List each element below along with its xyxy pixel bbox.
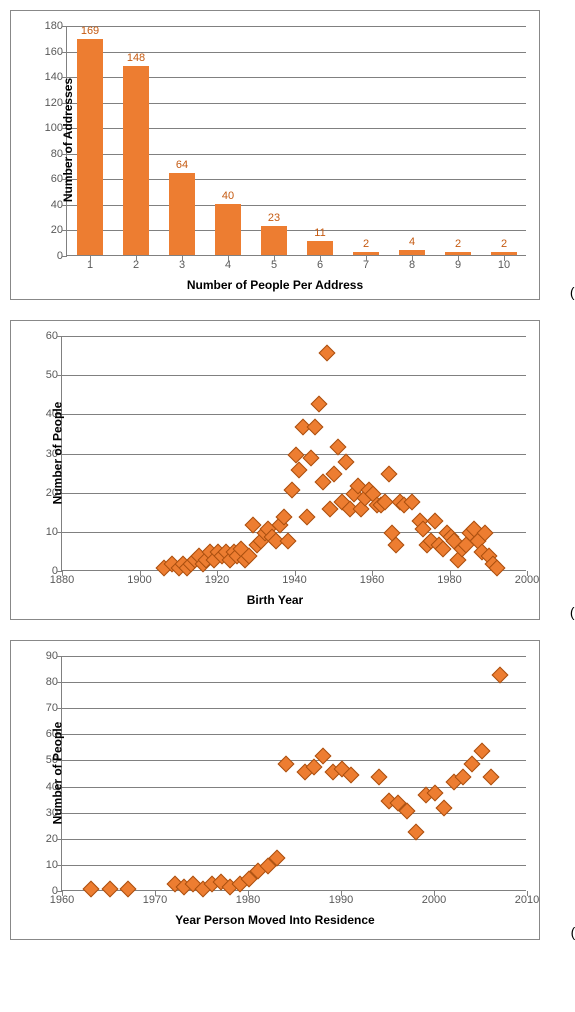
bar [123, 66, 148, 255]
y-axis-title: Number of People [50, 401, 64, 504]
data-point [279, 532, 296, 549]
grid-line [62, 760, 526, 761]
data-point [120, 881, 137, 898]
x-axis-title: Number of People Per Address [187, 278, 363, 292]
x-axis-title: Year Person Moved Into Residence [175, 913, 374, 927]
bar-value-label: 11 [314, 227, 325, 239]
grid-line [62, 813, 526, 814]
chart-a-wrap: 0204060801001201401601801691148264340423… [10, 10, 565, 300]
y-axis-title: Number of People [50, 721, 64, 824]
bar-value-label: 169 [81, 25, 99, 37]
chart-a-panel: 0204060801001201401601801691148264340423… [10, 10, 540, 300]
data-point [310, 395, 327, 412]
data-point [436, 800, 453, 817]
chart-b-panel: 0102030405060188019001920194019601980200… [10, 320, 540, 620]
bar-value-label: 64 [176, 159, 188, 171]
data-point [101, 881, 118, 898]
bar [261, 226, 286, 255]
data-point [337, 454, 354, 471]
bar-value-label: 2 [363, 238, 369, 250]
data-point [287, 446, 304, 463]
data-point [82, 881, 99, 898]
panel-label-c: (c) [571, 924, 575, 940]
bar [215, 204, 240, 255]
grid-line [62, 839, 526, 840]
grid-line [62, 336, 526, 337]
panel-label-a: (a) [570, 284, 575, 300]
data-point [303, 450, 320, 467]
x-axis-title: Birth Year [247, 593, 303, 607]
bar-value-label: 40 [222, 190, 234, 202]
bar [169, 173, 194, 255]
bar-value-label: 148 [127, 52, 145, 64]
plot-area: 0102030405060188019001920194019601980200… [61, 336, 526, 571]
plot-area: 0102030405060708090196019701980199020002… [61, 656, 526, 891]
panel-label-b: (b) [570, 604, 575, 620]
data-point [464, 756, 481, 773]
data-point [380, 466, 397, 483]
data-point [318, 344, 335, 361]
grid-line [62, 865, 526, 866]
grid-line [62, 656, 526, 657]
data-point [473, 743, 490, 760]
chart-b-wrap: 0102030405060188019001920194019601980200… [10, 320, 565, 620]
data-point [299, 509, 316, 526]
data-point [306, 419, 323, 436]
grid-line [62, 708, 526, 709]
plot-area: 0204060801001201401601801691148264340423… [66, 26, 526, 256]
chart-c-wrap: 0102030405060708090196019701980199020002… [10, 640, 565, 940]
grid-line [67, 26, 526, 27]
bar-value-label: 2 [455, 238, 461, 250]
data-point [291, 462, 308, 479]
bar-value-label: 2 [501, 238, 507, 250]
data-point [278, 756, 295, 773]
data-point [482, 769, 499, 786]
bar [77, 39, 102, 255]
data-point [371, 769, 388, 786]
grid-line [62, 532, 526, 533]
data-point [283, 481, 300, 498]
y-axis-title: Number of Addresses [61, 78, 75, 202]
bar-value-label: 4 [409, 236, 415, 248]
grid-line [62, 734, 526, 735]
chart-c-panel: 0102030405060708090196019701980199020002… [10, 640, 540, 940]
grid-line [62, 414, 526, 415]
bar-value-label: 23 [268, 212, 280, 224]
grid-line [62, 682, 526, 683]
bar [307, 241, 332, 255]
grid-line [62, 375, 526, 376]
